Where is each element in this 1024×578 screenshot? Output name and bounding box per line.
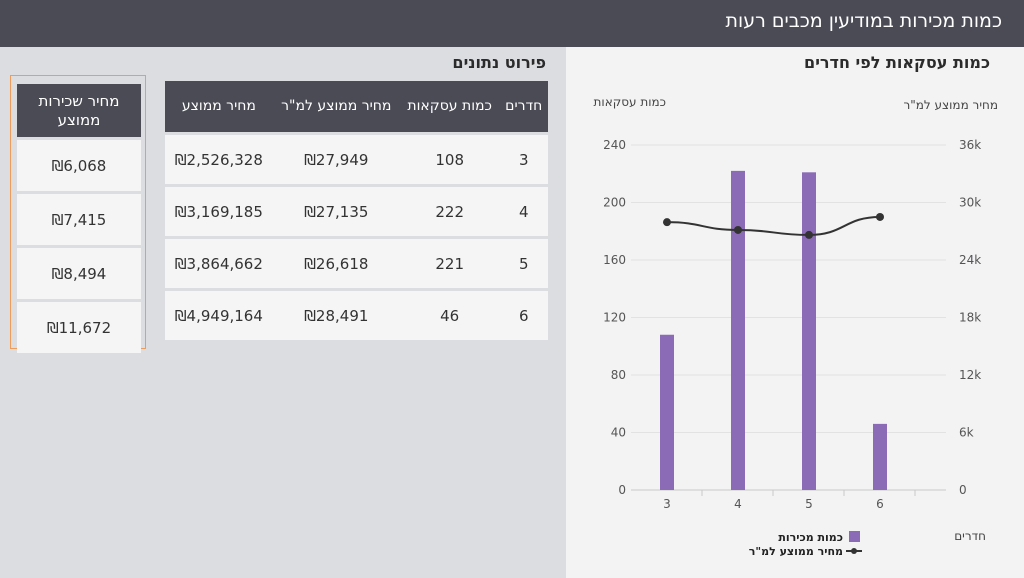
legend-label-line: מחיר ממוצע למ"ר [749, 545, 843, 558]
y-left-tick-label: 40 [611, 426, 626, 440]
x-tick-label: 3 [663, 497, 671, 511]
bar-line-chart: 0 0 40 6k 80 12k 120 18k 160 24k 200 30k 240 36k 3 4 5 6 כ… [594, 95, 998, 558]
chart-title: כמות עסקאות לפי חדרים [804, 53, 990, 72]
series-line [666, 215, 881, 236]
y-left-tick-label: 120 [603, 311, 626, 325]
rent-header-row: מחיר שכירות ממוצע [17, 84, 141, 137]
col-header-avg-price: מחיר ממוצע [165, 81, 273, 132]
rent-row: ₪11,672 [17, 302, 141, 353]
y-left-tick-label: 0 [618, 483, 626, 497]
x-tick-label: 5 [805, 497, 813, 511]
cell-rooms: 4 [499, 187, 548, 236]
line-point [734, 225, 742, 234]
cell-avg-price: ₪4,949,164 [165, 291, 273, 340]
col-header-deals: כמות עסקאות [399, 81, 500, 132]
rent-row: ₪6,068 [17, 140, 141, 191]
cell-rooms: 5 [499, 239, 548, 288]
cell-avg-rent: ₪8,494 [17, 248, 141, 299]
y-right-tick-label: 36k [959, 138, 981, 152]
rent-table: מחיר שכירות ממוצע ₪6,068 ₪7,415 ₪8,494 ₪… [17, 81, 141, 356]
y-right-tick-label: 6k [959, 426, 974, 440]
bar [802, 172, 816, 490]
x-tick-label: 4 [734, 497, 742, 511]
y-right-tick-label: 12k [959, 368, 981, 382]
cell-avg-price-sqm: ₪26,618 [272, 239, 400, 288]
cell-avg-price-sqm: ₪27,135 [272, 187, 400, 236]
cell-avg-price: ₪3,864,662 [165, 239, 273, 288]
line-point [805, 230, 813, 239]
cell-deals: 222 [399, 187, 500, 236]
y-left-tick-label: 240 [603, 138, 626, 152]
cell-avg-rent: ₪11,672 [17, 302, 141, 353]
y-right-tick-label: 18k [959, 311, 981, 325]
legend-swatch-bar [849, 531, 860, 542]
cell-rooms: 3 [499, 135, 548, 184]
cell-avg-rent: ₪6,068 [17, 140, 141, 191]
cell-avg-price: ₪2,526,328 [165, 135, 273, 184]
details-title: פירוט נתונים [452, 53, 546, 72]
y-left-tick-label: 80 [611, 368, 626, 382]
y-left-axis-label: כמות עסקאות [594, 95, 666, 109]
x-axis-label: חדרים [954, 529, 986, 543]
y-right-tick-label: 30k [959, 196, 981, 210]
table-row: ₪2,526,328 ₪27,949 108 3 [165, 135, 548, 184]
x-tick-label: 6 [876, 497, 884, 511]
y-left-tick-label: 200 [603, 196, 626, 210]
cell-deals: 221 [399, 239, 500, 288]
bar [660, 334, 674, 490]
table-row: ₪3,864,662 ₪26,618 221 5 [165, 239, 548, 288]
bar [731, 170, 745, 490]
col-header-rooms: חדרים [499, 81, 548, 132]
cell-rooms: 6 [499, 291, 548, 340]
legend-label-bar: כמות מכירות [778, 531, 843, 544]
table-row: ₪4,949,164 ₪28,491 46 6 [165, 291, 548, 340]
page-title: כמות מכירות במודיעין מכבים רעות [725, 10, 1002, 32]
cell-avg-rent: ₪7,415 [17, 194, 141, 245]
page-header: כמות מכירות במודיעין מכבים רעות [0, 0, 1024, 47]
rent-row: ₪7,415 [17, 194, 141, 245]
rent-row: ₪8,494 [17, 248, 141, 299]
y-left-tick-label: 160 [603, 253, 626, 267]
col-header-avg-price-sqm: מחיר ממוצע למ"ר [272, 81, 400, 132]
col-header-avg-rent: מחיר שכירות ממוצע [17, 84, 141, 137]
line-point [876, 212, 884, 221]
y-right-tick-label: 24k [959, 253, 981, 267]
line-point [663, 218, 671, 227]
cell-deals: 108 [399, 135, 500, 184]
table-header-row: מחיר ממוצע מחיר ממוצע למ"ר כמות עסקאות ח… [165, 81, 548, 132]
cell-deals: 46 [399, 291, 500, 340]
cell-avg-price-sqm: ₪27,949 [272, 135, 400, 184]
bar [873, 423, 887, 490]
legend-swatch-line-point [851, 548, 857, 554]
cell-avg-price-sqm: ₪28,491 [272, 291, 400, 340]
cell-avg-price: ₪3,169,185 [165, 187, 273, 236]
y-right-axis-label: מחיר ממוצע למ"ר [903, 98, 998, 112]
details-table: מחיר ממוצע מחיר ממוצע למ"ר כמות עסקאות ח… [165, 78, 548, 343]
table-row: ₪3,169,185 ₪27,135 222 4 [165, 187, 548, 236]
y-right-tick-label: 0 [959, 483, 967, 497]
